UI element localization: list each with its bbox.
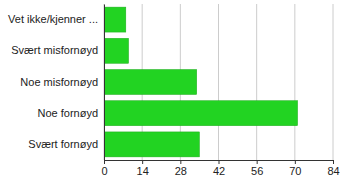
- tick: 56: [251, 160, 263, 177]
- tick: Vet ikke/kjenner ...: [8, 13, 104, 25]
- tick-mark: [142, 160, 143, 164]
- bar: [104, 70, 197, 95]
- bar: [104, 7, 126, 32]
- category-label: Vet ikke/kjenner ...: [8, 13, 98, 25]
- tick-label: 56: [251, 165, 263, 177]
- category-label: Svært fornøyd: [28, 138, 98, 150]
- tick-mark: [180, 160, 181, 164]
- tick-label: 14: [137, 165, 149, 177]
- tick: Noe misfornøyd: [20, 76, 104, 88]
- tick-mark: [104, 160, 105, 164]
- grid: [104, 4, 333, 160]
- tick-label: 28: [175, 165, 187, 177]
- category-label: Noe misfornøyd: [20, 76, 98, 88]
- tick: 14: [137, 160, 149, 177]
- category-label: Svært misfornøyd: [11, 44, 98, 56]
- bar: [104, 101, 298, 126]
- plot: 0 14 28 42 56 70 84 Vet ikke/kjenner ... Svært m…: [8, 4, 340, 177]
- tick: 42: [213, 160, 225, 177]
- grid-line: [333, 4, 334, 160]
- tick-label: 70: [289, 165, 301, 177]
- tick-label: 84: [327, 165, 339, 177]
- tick: Noe fornøyd: [37, 107, 104, 119]
- tick: Svært misfornøyd: [11, 44, 104, 56]
- tick: 70: [289, 160, 301, 177]
- tick: 84: [327, 160, 339, 177]
- grid-line: [256, 4, 257, 160]
- tick: 0: [101, 160, 107, 177]
- tick: 28: [175, 160, 187, 177]
- grid-line: [218, 4, 219, 160]
- tick: Svært fornøyd: [28, 138, 104, 150]
- grid-line: [294, 4, 295, 160]
- tick-mark: [333, 160, 334, 164]
- bar: [104, 38, 129, 63]
- tick-mark: [257, 160, 258, 164]
- bar: [104, 132, 199, 157]
- chart: 0 14 28 42 56 70 84 Vet ikke/kjenner ... Svært m…: [0, 0, 345, 180]
- category-label: Noe fornøyd: [37, 107, 98, 119]
- tick-mark: [219, 160, 220, 164]
- grid-line: [104, 4, 105, 160]
- x-axis: 0 14 28 42 56 70 84: [101, 160, 339, 177]
- bars: [104, 7, 298, 157]
- tick-label: 0: [101, 165, 107, 177]
- tick-mark: [295, 160, 296, 164]
- y-axis: Vet ikke/kjenner ... Svært misfornøyd Noe …: [8, 5, 104, 161]
- y-axis-line: [104, 5, 105, 161]
- tick-label: 42: [213, 165, 225, 177]
